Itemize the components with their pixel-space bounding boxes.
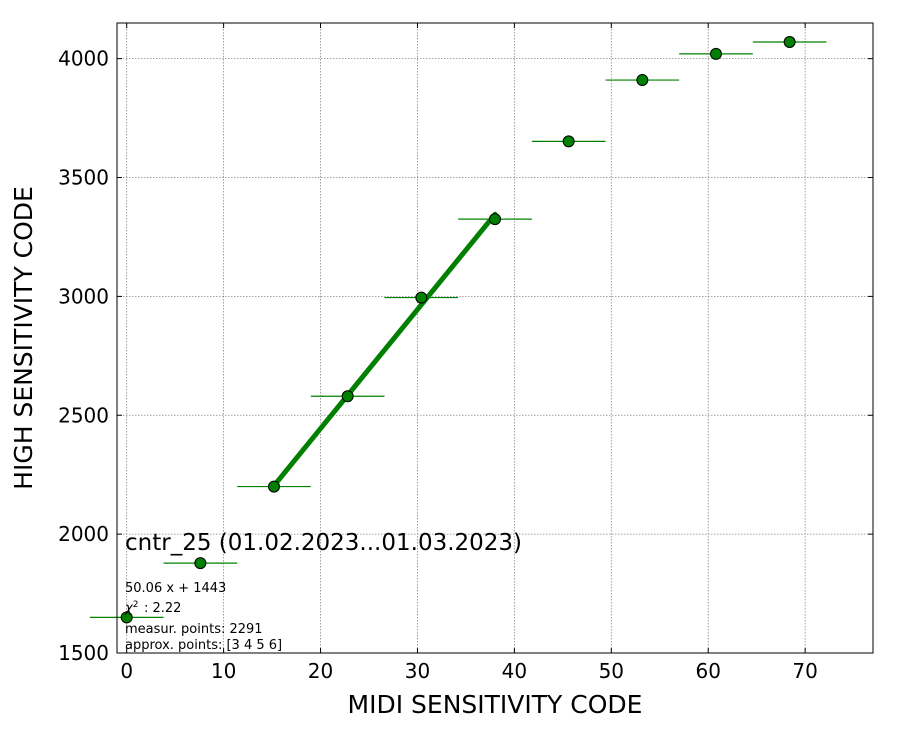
data-point [783,36,796,49]
data-point [709,47,722,60]
y-tick-label: 3000 [58,284,109,308]
y-axis-ticks: 1500 2000 2500 3000 3500 4000 [58,47,873,665]
x-tick-label: 40 [502,659,527,683]
x-tick-label: 60 [696,659,721,683]
data-point [120,611,133,624]
y-axis-label: HIGH SENSITIVITY CODE [9,186,38,490]
fit-line [271,211,498,489]
fit-line-group [271,211,498,489]
data-points [120,36,796,624]
x-tick-label: 70 [792,659,817,683]
y-tick-label: 1500 [58,641,109,665]
x-tick-label: 20 [308,659,333,683]
data-point [341,390,354,403]
data-point [194,557,207,570]
approx-points: approx. points: [3 4 5 6] [125,638,282,653]
chi2-value: : 2.22 [144,601,181,616]
chi2-symbol: χ2 [124,600,138,616]
data-point [415,291,428,304]
x-axis-label: MIDI SENSITIVITY CODE [348,690,643,719]
x-axis-ticks: 0 10 20 30 40 50 60 70 [120,23,818,683]
y-tick-label: 3500 [58,166,109,190]
x-tick-label: 30 [405,659,430,683]
plot-frame [116,22,874,654]
measur-points: measur. points: 2291 [125,622,263,637]
data-point [489,213,501,226]
y-tick-label: 4000 [58,47,109,71]
data-point [562,135,575,148]
x-tick-label: 50 [599,659,624,683]
grid [117,23,873,653]
y-tick-label: 2500 [58,403,109,427]
x-tick-label: 0 [120,659,133,683]
x-tick-label: 10 [211,659,236,683]
y-tick-label: 2000 [58,522,109,546]
data-point [636,74,649,87]
fit-formula: 50.06 x + 1443 [125,581,226,596]
data-point [268,480,281,493]
series-label: cntr_25 (01.02.2023...01.03.2023) [125,530,522,556]
